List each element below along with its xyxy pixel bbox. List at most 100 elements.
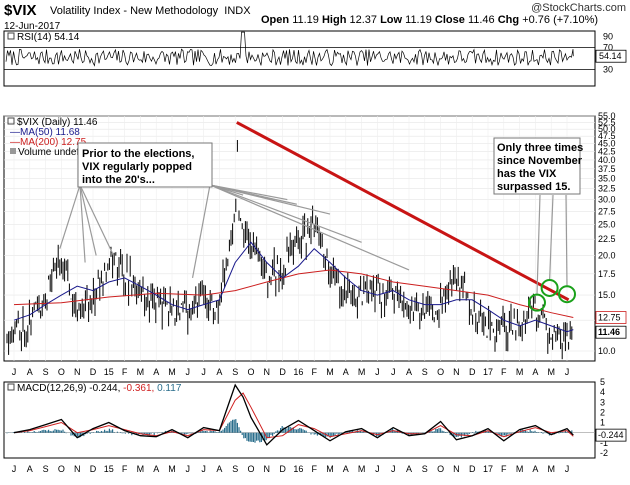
price-month-label: F (311, 367, 317, 377)
macd-month-label: A (343, 464, 349, 474)
price-month-label: S (43, 367, 49, 377)
annotation-text-elections: VIX regularly popped (82, 161, 192, 173)
price-tick-label: 55.0 (598, 111, 616, 121)
macd-month-label: J (391, 464, 396, 474)
annotation-text-surpassed: since November (497, 155, 583, 167)
index-full-name: Volatility Index - New Methodology (50, 5, 219, 17)
annotation-text-surpassed: surpassed 15. (497, 181, 570, 193)
index-name: Volatility Index - New Methodology INDX (50, 5, 251, 17)
ma50-line (13, 241, 574, 333)
rsi-value-label: 54.14 (599, 51, 622, 61)
macd-month-label: F (122, 464, 128, 474)
price-panel: 10.012.515.017.520.022.525.027.530.032.5… (3, 111, 627, 377)
price-tick-label: 27.5 (598, 207, 616, 217)
macd-month-label: J (186, 464, 191, 474)
price-month-label: M (516, 367, 524, 377)
volume-legend-label: Volume undef (18, 147, 79, 158)
ticker-symbol: $VIX (4, 2, 37, 19)
price-tick-label: 47.5 (598, 131, 616, 141)
trendline (236, 121, 570, 302)
macd-month-label: M (326, 464, 334, 474)
callout-leader (79, 184, 97, 256)
peak-circle (540, 278, 559, 297)
callout-leader (59, 184, 81, 249)
price-tick-label: 10.0 (598, 346, 616, 356)
price-month-label: M (547, 367, 555, 377)
price-month-label: J (375, 367, 380, 377)
macd-month-label: M (137, 464, 145, 474)
macd-month-label: M (516, 464, 524, 474)
price-month-label: 17 (483, 367, 493, 377)
price-month-label: N (264, 367, 271, 377)
rsi-tick-label: 30 (603, 65, 613, 75)
macd-value-label: -0.244 (598, 430, 624, 440)
price-month-label: N (74, 367, 81, 377)
price-month-label: J (391, 367, 396, 377)
price-month-label: J (201, 367, 206, 377)
macd-month-label: A (406, 464, 412, 474)
price-tick-label: 40.0 (598, 155, 616, 165)
price-tick-label: 15.0 (598, 290, 616, 300)
price-month-label: A (406, 367, 412, 377)
price-month-label: S (232, 367, 238, 377)
annotation-text-elections: into the 20's... (82, 174, 155, 186)
rsi-legend: RSI(14) 54.14 (17, 32, 80, 43)
price-month-label: D (279, 367, 286, 377)
macd-month-label: S (232, 464, 238, 474)
macd-month-label: J (201, 464, 206, 474)
price-legend-label: $VIX (Daily) 11.46 (17, 117, 98, 128)
macd-month-label: O (247, 464, 254, 474)
price-month-label: M (326, 367, 334, 377)
high-label: High (321, 14, 347, 26)
price-month-label: D (90, 367, 97, 377)
close-value: 11.46 (467, 14, 495, 26)
low-label: Low (380, 14, 403, 26)
close-value-tag (595, 325, 627, 339)
macd-month-label: A (27, 464, 33, 474)
chart-icon (7, 117, 15, 125)
price-tick-label: 22.5 (598, 234, 616, 244)
price-month-label: O (437, 367, 444, 377)
close-value-label: 11.46 (598, 327, 620, 337)
price-tick-label: 25.0 (598, 220, 616, 230)
ma200-line (13, 269, 574, 318)
stockcharts-logo[interactable]: @StockCharts.com (531, 2, 626, 14)
price-month-label: 16 (293, 367, 303, 377)
peak-circle (527, 293, 546, 312)
chg-label: Chg (497, 14, 520, 26)
macd-month-label: M (547, 464, 555, 474)
annotation-text-surpassed: Only three times (497, 142, 583, 154)
price-month-label: 15 (104, 367, 114, 377)
macd-month-label: J (565, 464, 570, 474)
macd-month-label: D (279, 464, 286, 474)
macd-month-label: O (437, 464, 444, 474)
ma50-legend-label: —MA(50) 11.68 (10, 127, 80, 138)
rsi-value-tag (595, 49, 627, 63)
price-tick-label: 45.0 (598, 139, 616, 149)
macd-month-label: N (264, 464, 271, 474)
macd-month-label: F (501, 464, 507, 474)
price-tick-label: 35.0 (598, 173, 616, 183)
macd-month-label: 16 (293, 464, 303, 474)
macd-legend-part: -0.244, (89, 383, 123, 394)
macd-month-label: F (311, 464, 317, 474)
annotation-text-elections: Prior to the elections, (82, 148, 194, 160)
callout-leader (536, 194, 541, 295)
price-tick-label: 42.5 (598, 147, 616, 157)
macd-tick-label: 5 (600, 377, 605, 387)
callout-leader (79, 184, 86, 263)
macd-month-label: A (153, 464, 159, 474)
price-month-label: M (358, 367, 366, 377)
price-month-label: D (469, 367, 476, 377)
peak-circle (558, 285, 576, 304)
price-month-label: A (532, 367, 538, 377)
macd-tick-label: 3 (600, 397, 605, 407)
price-month-label: J (186, 367, 191, 377)
annotation-box-elections (77, 142, 213, 188)
exchange-label: INDX (224, 5, 251, 17)
annotation-text-surpassed: has the VIX (497, 168, 557, 180)
callout-leader (79, 184, 115, 256)
macd-legend-part: 0.117 (157, 383, 182, 394)
price-month-label: N (453, 367, 460, 377)
